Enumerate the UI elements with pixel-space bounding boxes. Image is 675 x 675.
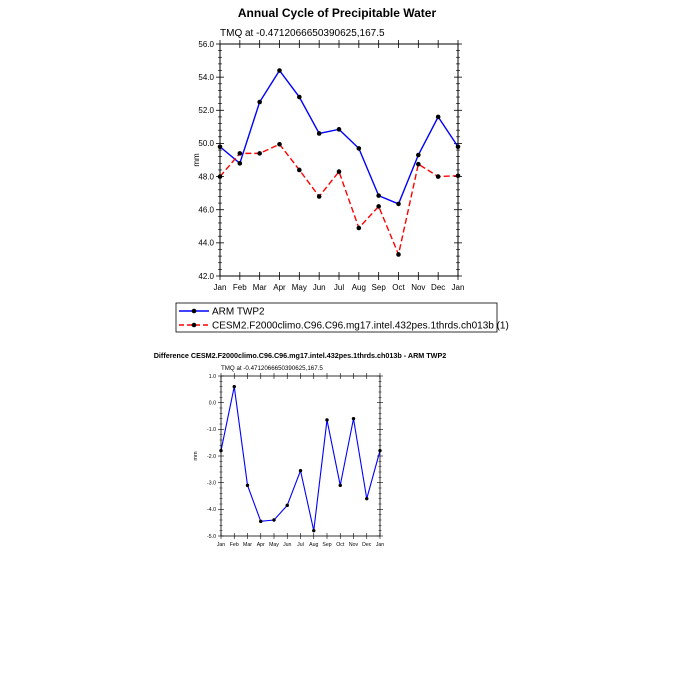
chart1-subtitle: TMQ at -0.4712066650390625,167.5 xyxy=(220,28,385,39)
chart1-legend: ARM TWP2 CESM2.F2000climo.C96.C96.mg17.i… xyxy=(175,302,509,333)
annual-cycle-chart: Annual Cycle of Precipitable Water TMQ a… xyxy=(192,6,464,292)
chart2-ytick-label: -3.0 xyxy=(207,480,216,486)
chart2-xtick-label: Jan xyxy=(217,542,225,548)
chart2-ytick-label: -1.0 xyxy=(207,427,216,433)
chart1-ytick-label: 52.0 xyxy=(198,106,214,115)
chart1-series-0-point xyxy=(376,193,381,198)
chart1-series-1-point xyxy=(396,252,401,257)
chart2-title: Difference CESM2.F2000climo.C96.C96.mg17… xyxy=(154,351,447,360)
chart2-xtick-label: Jan xyxy=(376,542,384,548)
chart1-title: Annual Cycle of Precipitable Water xyxy=(238,6,437,20)
legend-label-arm: ARM TWP2 xyxy=(212,307,265,318)
chart2-xtick-label: Jun xyxy=(283,542,291,548)
chart1-ytick-label: 48.0 xyxy=(198,172,214,181)
chart1-series-0-point xyxy=(356,146,362,151)
chart2-ytick-label: -4.0 xyxy=(207,507,216,513)
chart1-xtick-label: Oct xyxy=(392,283,405,292)
chart1-series-0-point xyxy=(257,99,262,105)
chart1-xtick-label: Jun xyxy=(313,283,326,292)
chart1-series-0-point xyxy=(336,127,342,132)
chart1-ytick-label: 42.0 xyxy=(198,272,214,281)
legend-label-cesm: CESM2.F2000climo.C96.C96.mg17.intel.432p… xyxy=(212,321,509,332)
chart2-series-line-0 xyxy=(220,386,381,531)
chart1-series-0-point xyxy=(416,152,421,158)
chart1-ylabel: mm xyxy=(192,153,201,167)
chart2-xtick-label: Nov xyxy=(349,542,359,548)
chart2-ytick-label: -2.0 xyxy=(207,454,216,460)
chart1-series-1-point xyxy=(416,161,421,167)
chart1-xtick-label: Jul xyxy=(334,283,344,292)
chart1-xtick-label: Nov xyxy=(411,283,425,292)
chart2-xtick-label: Aug xyxy=(309,542,318,548)
legend-frame xyxy=(175,302,498,333)
chart1-series-1-point xyxy=(356,225,362,231)
chart2-xtick-label: Dec xyxy=(362,542,372,548)
chart2-xtick-label: Mar xyxy=(243,542,252,548)
chart1-series-1-point xyxy=(435,174,441,179)
chart1-series-1-point xyxy=(277,141,282,147)
legend-marker-cesm xyxy=(191,322,197,328)
chart1-series-line-1 xyxy=(219,143,459,257)
chart2-series xyxy=(219,384,382,533)
chart1-series-1-point xyxy=(237,151,243,156)
chart2-series-0-point xyxy=(272,518,276,522)
chart1-series-1-point xyxy=(316,194,322,199)
chart2-series-0-point xyxy=(259,519,263,524)
difference-chart: Difference CESM2.F2000climo.C96.C96.mg17… xyxy=(154,351,447,548)
chart1-xtick-label: Jan xyxy=(214,283,227,292)
chart1-series-line-0 xyxy=(219,69,459,205)
chart2-series-0-point xyxy=(351,416,356,421)
chart1-xtick-label: Apr xyxy=(273,283,286,292)
chart1-series-0-point xyxy=(435,114,441,120)
chart2-xtick-label: Sep xyxy=(322,542,331,548)
chart1-xtick-label: Mar xyxy=(253,283,267,292)
chart1-series-0-point xyxy=(316,131,322,136)
chart1-series-1-point xyxy=(297,167,302,173)
chart1-series-0-point xyxy=(396,201,401,207)
chart1-series-0-point xyxy=(237,161,243,166)
chart1-xtick-label: Jan xyxy=(452,283,465,292)
chart2-series-0-point xyxy=(325,418,329,422)
chart1-ytick-label: 54.0 xyxy=(198,73,214,82)
chart2-xtick-label: Oct xyxy=(336,542,345,548)
chart2-xtick-label: Jul xyxy=(297,542,304,548)
chart2-series-0-point xyxy=(312,528,316,533)
chart1-xtick-label: Dec xyxy=(431,283,445,292)
chart2-xtick-label: Apr xyxy=(257,542,265,548)
chart2-series-0-point xyxy=(232,384,236,389)
chart2-series-0-point xyxy=(338,483,342,488)
chart1-series-0-point xyxy=(297,94,302,100)
chart2-ylabel: mm xyxy=(193,451,199,461)
chart2-series-0-point xyxy=(285,503,289,508)
chart2-plot-frame xyxy=(220,375,381,537)
chart1-series-1-point xyxy=(376,204,381,209)
legend-marker-arm xyxy=(191,308,197,314)
chart1-ticks: 42.0 44.0 46.0 48.0 50.0 52.0 54.0 56.0 Jan Feb Ma… xyxy=(198,40,464,292)
chart1-series-1-point xyxy=(257,151,262,156)
chart2-ytick-label: 1.0 xyxy=(209,374,216,380)
chart1-series-1-point xyxy=(336,169,342,174)
chart1-xtick-label: Aug xyxy=(352,283,366,292)
chart2-ytick-label: 0.0 xyxy=(209,400,216,406)
chart2-subtitle: TMQ at -0.4712066650390625,167.5 xyxy=(221,365,323,372)
chart1-ytick-label: 56.0 xyxy=(198,40,214,49)
chart1-series-0-point xyxy=(277,68,282,73)
chart1-series xyxy=(217,68,461,257)
chart2-xtick-label: May xyxy=(269,542,279,548)
chart2-ytick-label: -5.0 xyxy=(207,534,216,540)
chart1-ytick-label: 44.0 xyxy=(198,239,214,248)
chart2-series-0-point xyxy=(298,468,303,473)
chart2-ticks: -5.0 -4.0 -3.0 -2.0 -1.0 0.0 1.0 Jan Feb Mar Apr Ma… xyxy=(207,373,384,548)
chart2-series-0-point xyxy=(245,483,250,488)
chart1-xtick-label: Sep xyxy=(372,283,387,292)
chart1-plot-frame xyxy=(219,43,459,277)
chart2-series-0-point xyxy=(365,496,369,501)
chart1-xtick-label: May xyxy=(292,283,307,292)
chart1-ytick-label: 50.0 xyxy=(198,139,214,148)
chart2-xtick-label: Feb xyxy=(230,542,239,548)
chart1-xtick-label: Feb xyxy=(233,283,247,292)
chart1-ytick-label: 46.0 xyxy=(198,206,214,215)
